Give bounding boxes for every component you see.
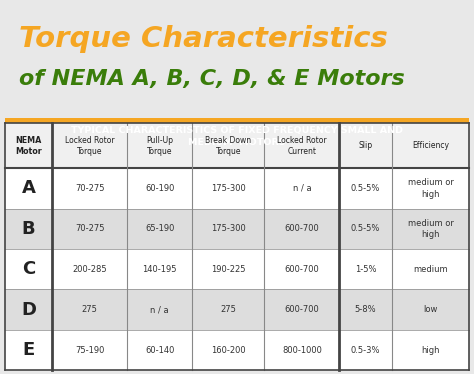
Text: Slip: Slip [358,141,373,150]
Text: medium or
high: medium or high [408,178,454,199]
Text: 0.5-5%: 0.5-5% [351,184,380,193]
Text: 600-700: 600-700 [284,305,319,314]
Text: 70-275: 70-275 [75,184,104,193]
Text: Break Down
Torque: Break Down Torque [205,136,251,156]
Text: Pull-Up
Torque: Pull-Up Torque [146,136,173,156]
Text: 275: 275 [220,305,236,314]
Text: B: B [22,220,35,238]
Bar [5,209,469,249]
Text: TYPICAL CHARACTERISTICS OF FIXED FREQUENCY SMALL AND
MEDIUM  MOTORS: TYPICAL CHARACTERISTICS OF FIXED FREQUEN… [71,126,403,147]
Text: 600-700: 600-700 [284,265,319,274]
Text: 70-275: 70-275 [75,224,104,233]
Text: medium or
high: medium or high [408,219,454,239]
Bar [5,123,469,168]
Text: Efficiency: Efficiency [412,141,449,150]
Text: Locked Rotor
Torque: Locked Rotor Torque [65,136,114,156]
Text: 5-8%: 5-8% [355,305,376,314]
Text: 65-190: 65-190 [145,224,174,233]
Text: of NEMA A, B, C, D, & E Motors: of NEMA A, B, C, D, & E Motors [19,68,405,89]
Text: n / a: n / a [150,305,169,314]
Text: C: C [22,260,35,278]
Text: 60-190: 60-190 [145,184,174,193]
Text: 175-300: 175-300 [211,184,246,193]
Text: 200-285: 200-285 [73,265,107,274]
Bar [5,330,469,370]
Bar [5,289,469,330]
Bar [5,118,469,155]
Text: 0.5-5%: 0.5-5% [351,224,380,233]
Text: 140-195: 140-195 [142,265,177,274]
Bar [5,249,469,289]
Text: 190-225: 190-225 [211,265,246,274]
Text: Locked Rotor
Current: Locked Rotor Current [277,136,327,156]
Text: 0.5-3%: 0.5-3% [351,346,380,355]
Text: 160-200: 160-200 [211,346,246,355]
Text: 275: 275 [82,305,98,314]
Text: high: high [421,346,440,355]
Text: E: E [22,341,35,359]
Text: 60-140: 60-140 [145,346,174,355]
Bar [5,168,469,209]
Text: 175-300: 175-300 [211,224,246,233]
Text: A: A [21,180,36,197]
Text: Torque Characteristics: Torque Characteristics [19,25,388,53]
Text: NEMA
Motor: NEMA Motor [15,136,42,156]
Text: low: low [423,305,438,314]
Text: medium: medium [413,265,448,274]
Text: n / a: n / a [292,184,311,193]
Text: 800-1000: 800-1000 [282,346,322,355]
Text: 600-700: 600-700 [284,224,319,233]
Text: 1-5%: 1-5% [355,265,376,274]
Text: D: D [21,301,36,319]
Text: 75-190: 75-190 [75,346,104,355]
